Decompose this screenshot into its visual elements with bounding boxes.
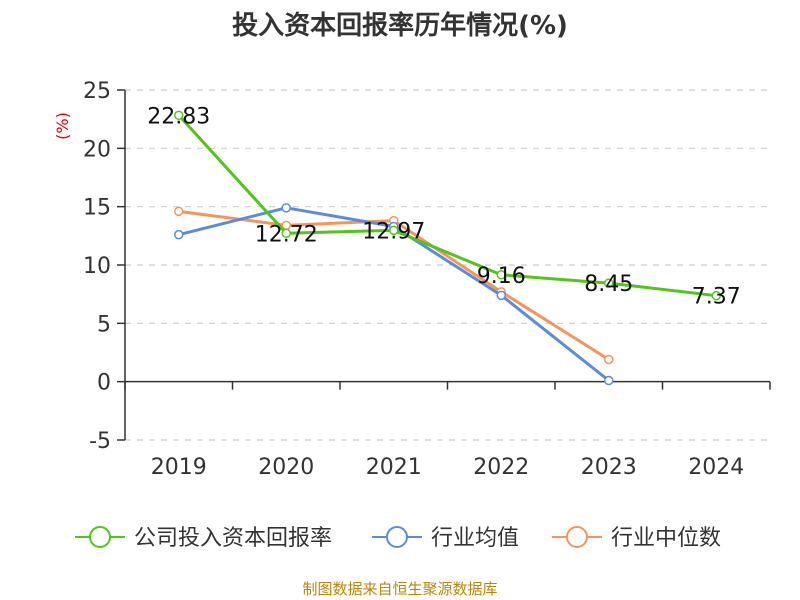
chart-title: 投入资本回报率历年情况(%) xyxy=(232,10,568,41)
legend-label[interactable]: 公司投入资本回报率 xyxy=(134,526,332,551)
data-point[interactable] xyxy=(174,206,184,217)
data-point[interactable] xyxy=(496,270,506,280)
data-point[interactable] xyxy=(174,229,184,240)
legend-marker xyxy=(566,526,588,548)
data-point[interactable] xyxy=(604,278,614,288)
data-label: 8.45 xyxy=(584,272,633,297)
data-point[interactable] xyxy=(281,228,291,239)
axes: -5 0 5 10 15 20 25 2019 2020 2021 2022 2023 2024 xyxy=(83,79,771,480)
data-point[interactable] xyxy=(604,354,614,365)
data-label: 12.97 xyxy=(362,219,425,244)
legend[interactable]: 公司投入资本回报率 行业均值 行业中位数 xyxy=(75,526,721,551)
legend-label[interactable]: 行业均值 xyxy=(431,526,519,551)
data-labels: 22.83 12.72 12.97 9.16 8.45 7.37 xyxy=(147,104,740,309)
data-point[interactable] xyxy=(496,290,506,301)
legend-label[interactable]: 行业中位数 xyxy=(611,526,721,551)
y-tick-label: 5 xyxy=(97,312,111,337)
series-group xyxy=(174,110,721,386)
x-tick-label-2022: 2022 xyxy=(473,455,529,480)
data-point[interactable] xyxy=(711,290,721,301)
data-label: 12.72 xyxy=(255,222,318,247)
x-tick-label-2020: 2020 xyxy=(258,455,314,480)
y-tick-label: 25 xyxy=(83,79,111,104)
source-note: 制图数据来自恒生聚源数据库 xyxy=(302,580,497,598)
y-tick-label: 20 xyxy=(83,137,111,162)
data-point[interactable] xyxy=(174,110,184,121)
y-tick-label: 10 xyxy=(83,254,111,279)
data-label: 7.37 xyxy=(692,285,741,310)
data-point[interactable] xyxy=(389,225,399,236)
data-label: 22.83 xyxy=(147,104,210,129)
x-tick-label-2019: 2019 xyxy=(151,455,207,480)
y-tick-label: -5 xyxy=(89,429,111,454)
y-tick-label: 15 xyxy=(83,196,111,221)
data-label: 9.16 xyxy=(477,264,526,289)
y-axis-unit: (%) xyxy=(53,112,72,140)
data-point[interactable] xyxy=(281,203,291,213)
x-tick-label-2023: 2023 xyxy=(581,455,637,480)
legend-marker xyxy=(89,526,111,548)
y-tick-label: 0 xyxy=(97,371,111,396)
x-tick-label-2024: 2024 xyxy=(688,455,744,480)
legend-marker xyxy=(386,526,408,548)
x-tick-label-2021: 2021 xyxy=(366,455,422,480)
data-point[interactable] xyxy=(604,375,614,386)
series-line-0 xyxy=(177,114,717,298)
